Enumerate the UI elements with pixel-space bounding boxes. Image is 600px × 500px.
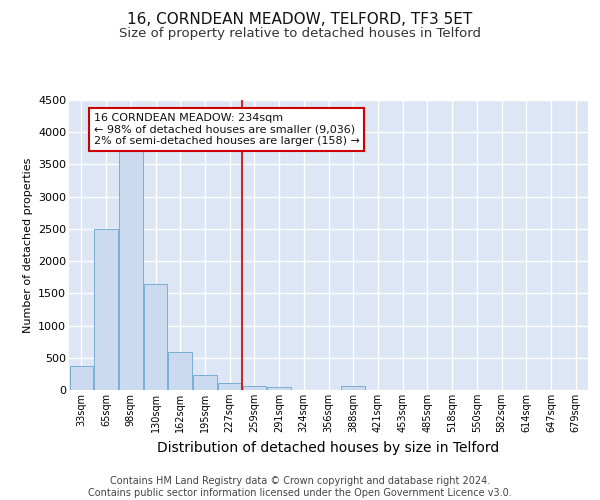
Bar xyxy=(119,148,143,390)
Bar xyxy=(268,388,291,390)
X-axis label: Distribution of detached houses by size in Telford: Distribution of detached houses by size … xyxy=(157,440,500,454)
Text: 16, CORNDEAN MEADOW, TELFORD, TF3 5ET: 16, CORNDEAN MEADOW, TELFORD, TF3 5ET xyxy=(127,12,473,28)
Bar xyxy=(70,366,93,390)
Bar xyxy=(242,386,266,390)
Bar xyxy=(144,284,167,390)
Bar xyxy=(341,386,365,390)
Bar xyxy=(169,352,192,390)
Bar xyxy=(94,229,118,390)
Bar xyxy=(218,383,241,390)
Bar xyxy=(193,374,217,390)
Y-axis label: Number of detached properties: Number of detached properties xyxy=(23,158,32,332)
Text: Size of property relative to detached houses in Telford: Size of property relative to detached ho… xyxy=(119,28,481,40)
Text: Contains HM Land Registry data © Crown copyright and database right 2024.
Contai: Contains HM Land Registry data © Crown c… xyxy=(88,476,512,498)
Text: 16 CORNDEAN MEADOW: 234sqm
← 98% of detached houses are smaller (9,036)
2% of se: 16 CORNDEAN MEADOW: 234sqm ← 98% of deta… xyxy=(94,113,359,146)
